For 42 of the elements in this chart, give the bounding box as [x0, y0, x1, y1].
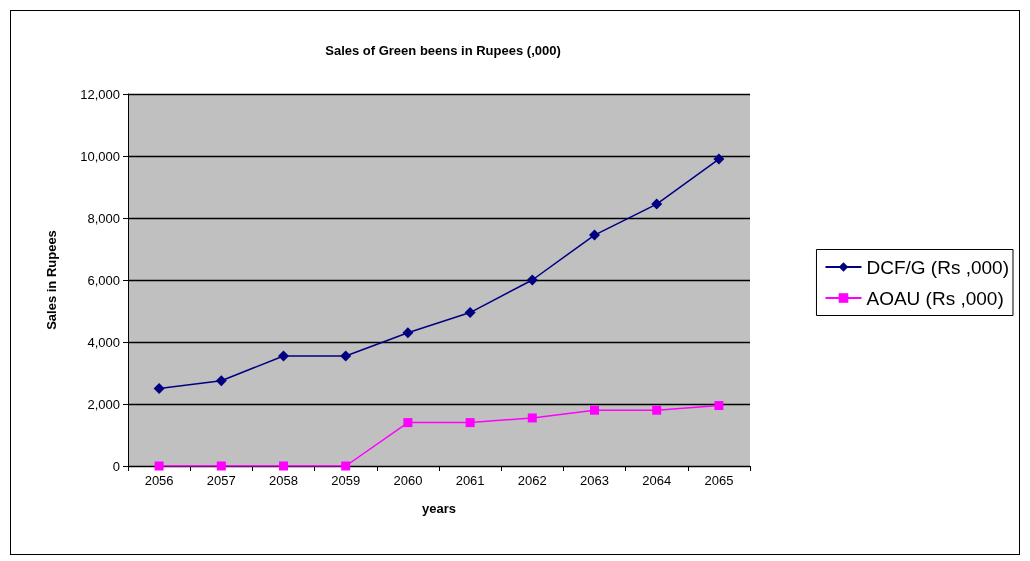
point: [153, 383, 165, 394]
x-tick-label: 2065: [704, 473, 734, 488]
y-tick-label: 6,000: [87, 272, 120, 288]
x-tick-label: 2061: [455, 473, 485, 488]
y-tick-label: 0: [112, 458, 120, 474]
legend-label: AOAU (Rs ,000): [866, 287, 1004, 309]
point: [279, 461, 288, 471]
point: [215, 375, 227, 387]
y-tick-label: 4,000: [87, 334, 120, 350]
point: [278, 350, 289, 362]
x-tick-label: 2060: [393, 473, 423, 488]
point: [714, 401, 724, 411]
x-tick-label: 2058: [269, 473, 298, 488]
point: [527, 413, 537, 423]
x-tick-label: 2063: [580, 473, 609, 488]
x-tick-label: 2056: [144, 473, 174, 488]
y-tick-label: 8,000: [87, 210, 120, 226]
point: [216, 461, 226, 471]
x-tick-label: 2064: [642, 473, 672, 488]
point: [465, 418, 475, 428]
y-tick-label: 2,000: [87, 396, 120, 412]
point: [651, 198, 663, 210]
point: [340, 350, 352, 362]
x-axis-title: years: [422, 501, 456, 516]
x-tick-label: 2057: [206, 473, 236, 488]
point: [403, 418, 413, 428]
point: [341, 461, 351, 471]
point: [154, 461, 164, 471]
chart-title: Sales of Green beens in Rupees (,000): [325, 43, 561, 58]
y-tick-label: 12,000: [80, 86, 120, 102]
point: [652, 405, 662, 415]
y-tick-label: 10,000: [80, 148, 120, 164]
point: [589, 229, 600, 241]
point: [402, 327, 414, 339]
x-tick-label: 2062: [517, 473, 547, 488]
point: [590, 405, 599, 415]
y-axis-title: Sales in Rupees: [44, 230, 59, 330]
point: [713, 153, 725, 165]
legend-label: DCF/G (Rs ,000): [866, 256, 1010, 278]
point: [526, 274, 538, 286]
x-tick-label: 2059: [331, 473, 361, 488]
point: [464, 307, 476, 319]
